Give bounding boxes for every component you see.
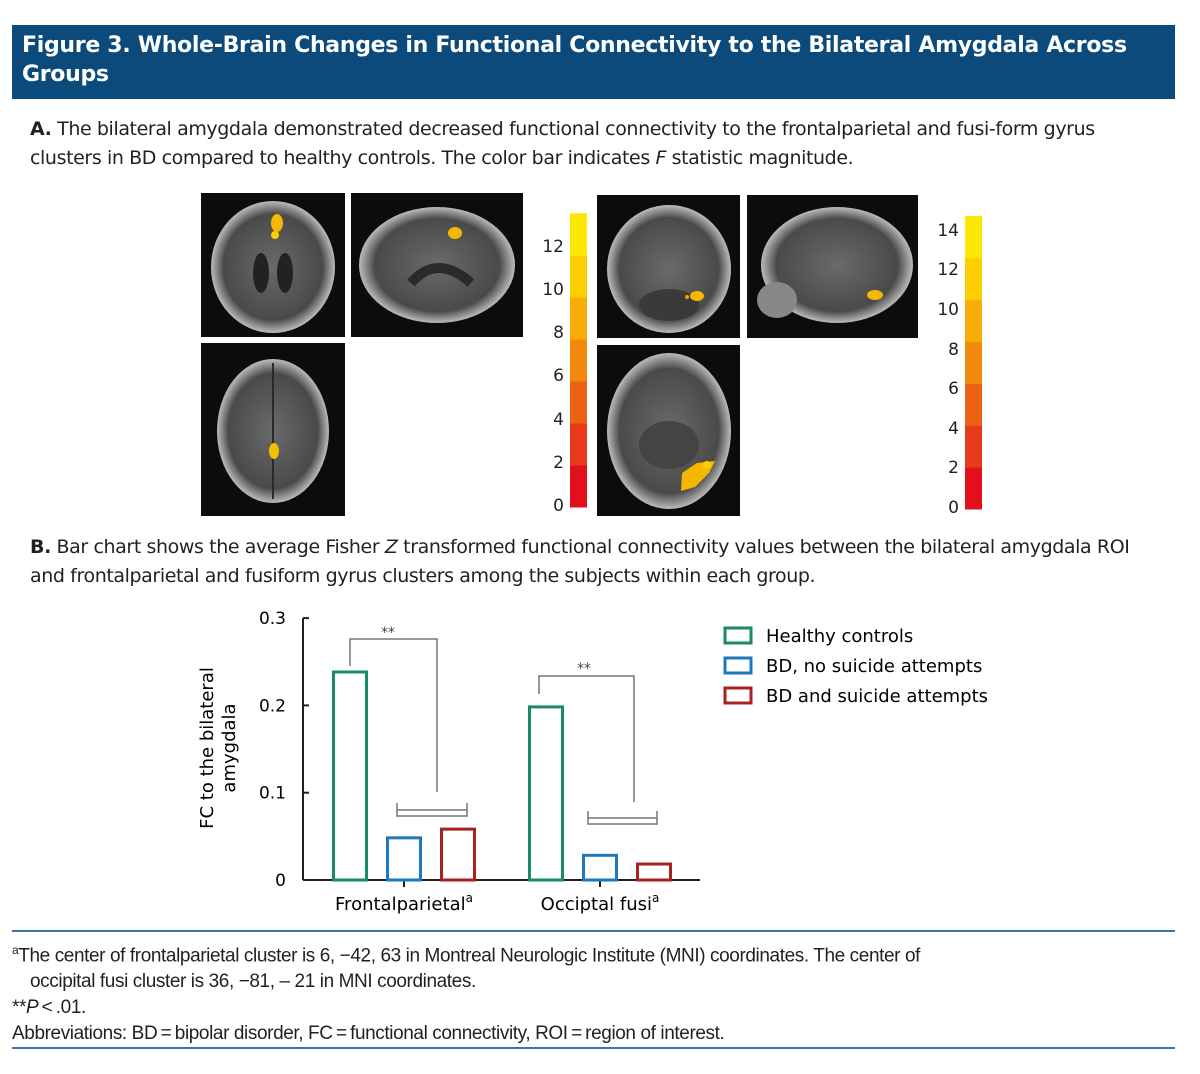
footnote-stars: ** bbox=[12, 997, 26, 1019]
brain-sagittal-right bbox=[747, 195, 918, 338]
colorbar-band bbox=[965, 257, 982, 301]
footnotes: aThe center of frontalparietal cluster i… bbox=[12, 937, 1182, 1047]
caption-italic: Z bbox=[384, 536, 398, 558]
y-axis-title: FC to the bilateral amygdala bbox=[197, 667, 241, 829]
colorbar-band bbox=[965, 467, 982, 510]
figure-header: Figure 3. Whole-Brain Changes in Functio… bbox=[12, 25, 1175, 99]
colorbar-band bbox=[965, 425, 982, 468]
significance-brackets bbox=[349, 638, 658, 825]
brain-coronal-right bbox=[597, 195, 740, 338]
colorbar-left bbox=[570, 213, 587, 508]
legend-swatch bbox=[723, 686, 753, 705]
colorbar-band bbox=[570, 297, 587, 340]
colorbar-tick-label: 12 bbox=[937, 260, 959, 281]
legend-label: BD and suicide attempts bbox=[766, 686, 988, 707]
footnote-p: **P < .01. bbox=[12, 995, 1182, 1021]
footnote-text: < .01. bbox=[38, 997, 87, 1019]
colorbar-tick-label: 2 bbox=[948, 458, 959, 479]
colorbar-tick-label: 6 bbox=[553, 366, 564, 387]
caption-text: statistic magnitude. bbox=[665, 147, 854, 169]
x-tick-label: Frontalparietala bbox=[335, 891, 473, 915]
brain-axial-right bbox=[597, 345, 740, 516]
bracket-frontal-hc bbox=[349, 638, 438, 792]
caption-text: transformed functional connectivity valu… bbox=[30, 536, 1130, 587]
footnote-mark: a bbox=[12, 943, 19, 957]
y-tick-label: 0.1 bbox=[259, 784, 286, 804]
bar-2-1 bbox=[636, 862, 672, 882]
colorbar-band bbox=[570, 465, 587, 508]
y-axis-label-line2: amygdala bbox=[219, 703, 240, 792]
footnote-text: occipital fusi cluster is 36, −81, – 21 … bbox=[30, 971, 476, 993]
footnote-abbreviations: Abbreviations: BD = bipolar disorder, FC… bbox=[12, 1023, 725, 1045]
bar-chart: 0 0.1 0.2 0.3 Frontalparietala Occiptal fusia… bbox=[259, 609, 988, 915]
colorbar-band bbox=[570, 381, 587, 424]
caption-italic: F bbox=[655, 147, 666, 169]
figure-title: Figure 3. Whole-Brain Changes in Functio… bbox=[22, 33, 1127, 87]
caption-text: Bar chart shows the average Fisher bbox=[50, 536, 385, 558]
brain-axial-left bbox=[201, 343, 345, 516]
footnote-rule-top bbox=[12, 930, 1175, 932]
footnote-text: The center of frontalparietal cluster is… bbox=[18, 945, 921, 967]
panel-a-label: A. bbox=[30, 118, 52, 140]
legend-label: Healthy controls bbox=[766, 626, 913, 647]
colorbar-band bbox=[570, 423, 587, 466]
colorbar-band bbox=[570, 255, 587, 298]
legend-swatch bbox=[723, 626, 753, 645]
brain-sagittal-left bbox=[351, 193, 523, 337]
panel-b-caption: B. Bar chart shows the average Fisher Z … bbox=[30, 533, 1130, 591]
colorbar-band bbox=[570, 339, 587, 382]
colorbar-band bbox=[965, 215, 982, 259]
y-tick-label: 0 bbox=[275, 871, 286, 891]
colorbar-band bbox=[965, 299, 982, 343]
y-tick-label: 0.2 bbox=[259, 696, 286, 716]
bar-0-0 bbox=[332, 670, 368, 882]
colorbar-tick-label: 4 bbox=[553, 409, 564, 430]
y-tick-label: 0.3 bbox=[259, 609, 286, 629]
y-axis-label-line1: FC to the bilateral bbox=[197, 668, 218, 828]
panel-b-label: B. bbox=[30, 536, 51, 558]
legend: Healthy controls BD, no suicide attempts B… bbox=[723, 626, 988, 707]
y-axis: 0 0.1 0.2 0.3 Frontalparietala Occiptal fusia bbox=[259, 609, 700, 915]
footnote-p-italic: P bbox=[26, 997, 39, 1019]
colorbar-tick-label: 8 bbox=[948, 339, 959, 360]
colorbar-tick-label: 2 bbox=[553, 452, 564, 473]
bar-0-1 bbox=[528, 705, 564, 882]
colorbar-tick-label: 14 bbox=[937, 220, 959, 241]
colorbar-band bbox=[965, 383, 982, 426]
panel-a-caption: A. The bilateral amygdala demonstrated d… bbox=[30, 115, 1120, 173]
significance-label: ** bbox=[381, 625, 395, 641]
footnote-a: aThe center of frontalparietal cluster i… bbox=[12, 937, 1182, 969]
colorbar-tick-label: 6 bbox=[948, 379, 959, 400]
bracket-occ-hc bbox=[538, 675, 635, 802]
caption-text: The bilateral amygdala demonstrated decr… bbox=[30, 118, 1095, 169]
colorbar-right bbox=[965, 215, 982, 510]
brain-coronal-left bbox=[201, 193, 345, 337]
colorbar-band bbox=[570, 213, 587, 256]
colorbar-tick-label: 4 bbox=[948, 418, 959, 439]
colorbar-tick-label: 8 bbox=[553, 323, 564, 344]
significance-label: ** bbox=[577, 661, 591, 677]
colorbar-tick-label: 0 bbox=[948, 498, 959, 518]
bar-1-1 bbox=[582, 853, 618, 882]
colorbar-tick-label: 10 bbox=[542, 280, 564, 300]
colorbar-band bbox=[965, 341, 982, 384]
x-tick-label: Occiptal fusia bbox=[541, 891, 660, 915]
bar-1-0 bbox=[386, 836, 422, 882]
bar-2-0 bbox=[440, 827, 476, 882]
colorbar-tick-label: 12 bbox=[542, 236, 564, 257]
footnote-rule-bottom bbox=[12, 1047, 1175, 1049]
colorbar-tick-label: 0 bbox=[553, 496, 564, 516]
bars bbox=[332, 670, 672, 882]
legend-label: BD, no suicide attempts bbox=[766, 656, 982, 677]
legend-swatch bbox=[723, 656, 753, 675]
colorbar-tick-label: 10 bbox=[937, 300, 959, 320]
